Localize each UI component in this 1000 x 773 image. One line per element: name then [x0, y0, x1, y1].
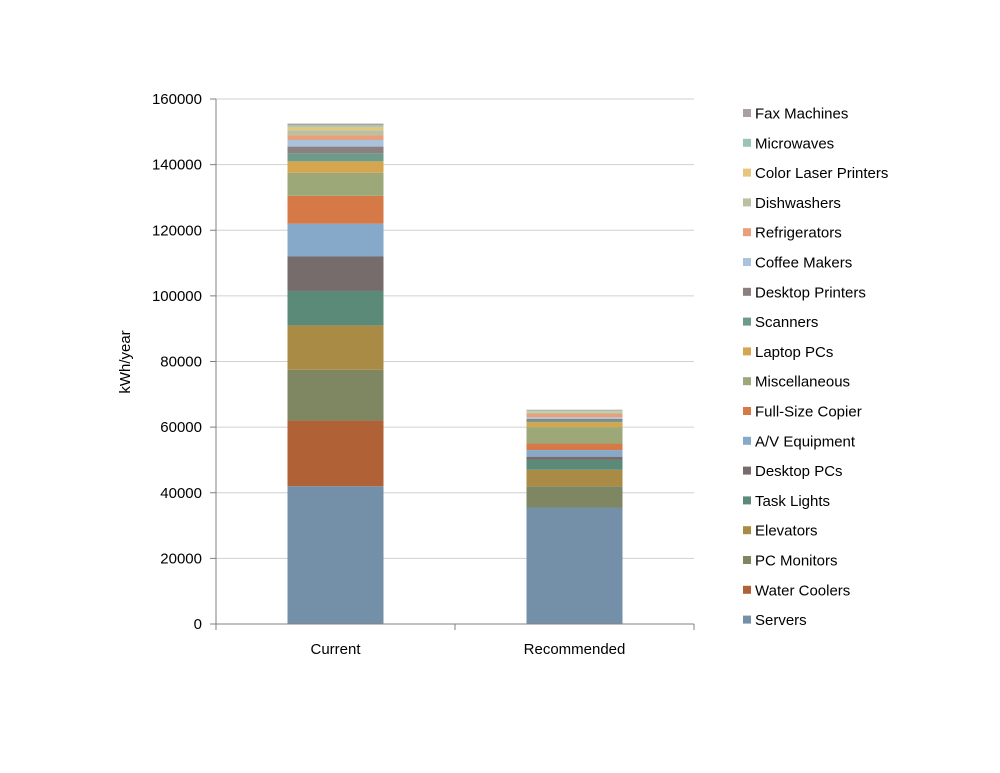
y-tick-label: 140000 — [152, 157, 202, 174]
x-tick-label: Recommended — [524, 641, 626, 658]
bar-segment — [526, 414, 623, 418]
legend-label: Task Lights — [755, 493, 830, 510]
legend-label: Fax Machines — [755, 106, 848, 123]
bar-segment — [287, 223, 384, 257]
bar-segment — [287, 153, 384, 162]
legend-label: Color Laser Printers — [755, 165, 888, 182]
legend-label: Full-Size Copier — [755, 404, 862, 421]
y-tick-label: 60000 — [160, 419, 202, 436]
bar-segment — [526, 443, 623, 451]
bar-segment — [287, 161, 384, 173]
y-tick-label: 80000 — [160, 354, 202, 371]
bar-segment — [526, 486, 623, 508]
legend-swatch — [743, 466, 751, 475]
legend-swatch — [743, 436, 751, 445]
bar-segment — [526, 427, 623, 444]
y-tick-label: 40000 — [160, 485, 202, 502]
legend-swatch — [743, 347, 751, 356]
bar-segment — [526, 410, 623, 412]
legend-label: PC Monitors — [755, 553, 838, 570]
legend-label: Elevators — [755, 523, 818, 540]
bar-segment — [526, 450, 623, 457]
legend-swatch — [743, 258, 751, 266]
bar-segment — [287, 486, 384, 624]
y-tick-label: 160000 — [152, 91, 202, 108]
legend-swatch — [743, 287, 751, 296]
bar-segment — [526, 409, 623, 411]
legend-swatch — [743, 615, 751, 624]
legend: Fax Machines Microwaves Color Laser Printe… — [743, 106, 888, 629]
bar-segment — [526, 456, 623, 460]
bar-segment — [287, 195, 384, 224]
bar-segment — [526, 469, 623, 487]
bars — [287, 123, 623, 624]
bar-segment — [287, 130, 384, 136]
legend-swatch — [743, 138, 751, 147]
bar-segment — [526, 417, 623, 419]
bar-segment — [526, 411, 623, 413]
bar-segment — [287, 146, 384, 154]
legend-label: Scanners — [755, 314, 818, 331]
legend-label: A/V Equipment — [755, 433, 856, 450]
legend-swatch — [743, 526, 751, 535]
legend-label: Coffee Makers — [755, 255, 852, 272]
legend-label: Dishwashers — [755, 195, 841, 212]
bar-segment — [526, 507, 623, 624]
legend-swatch — [743, 198, 751, 207]
axes: 0 20000 40000 60000 80000 100000 120000 140000 1… — [152, 91, 695, 658]
legend-swatch — [743, 228, 751, 237]
legend-label: Laptop PCs — [755, 344, 833, 361]
bar-segment — [526, 420, 623, 423]
bar-segment — [287, 420, 384, 487]
bar-segment — [287, 325, 384, 370]
legend-label: Desktop PCs — [755, 463, 843, 480]
bar-segment — [287, 135, 384, 141]
legend-label: Servers — [755, 612, 807, 629]
legend-swatch — [743, 109, 751, 117]
bar-segment — [287, 123, 384, 126]
bar-segment — [287, 369, 384, 421]
legend-swatch — [743, 168, 751, 177]
bar-segment — [287, 140, 384, 147]
legend-label: Miscellaneous — [755, 374, 850, 391]
bar-segment — [287, 126, 384, 131]
bar-segment — [287, 172, 384, 196]
legend-swatch — [743, 556, 751, 564]
y-tick-label: 100000 — [152, 288, 202, 305]
bar-segment — [526, 422, 623, 428]
bar-segment — [287, 256, 384, 291]
x-tick-label: Current — [310, 641, 361, 658]
y-axis-title: kWh/year — [117, 330, 134, 393]
legend-swatch — [743, 496, 751, 505]
y-tick-label: 120000 — [152, 222, 202, 239]
legend-swatch — [743, 317, 751, 326]
bar-segment — [526, 412, 623, 414]
bar-segment — [287, 290, 384, 326]
legend-label: Water Coolers — [755, 582, 850, 599]
legend-label: Desktop Printers — [755, 284, 866, 301]
legend-swatch — [743, 377, 751, 386]
y-tick-label: 0 — [194, 616, 202, 633]
y-tick-label: 20000 — [160, 550, 202, 567]
bar-segment — [526, 418, 623, 421]
legend-swatch — [743, 407, 751, 415]
legend-label: Refrigerators — [755, 225, 842, 242]
bar-segment — [526, 459, 623, 470]
legend-label: Microwaves — [755, 135, 834, 152]
legend-swatch — [743, 585, 751, 594]
bar-segment — [287, 125, 384, 127]
